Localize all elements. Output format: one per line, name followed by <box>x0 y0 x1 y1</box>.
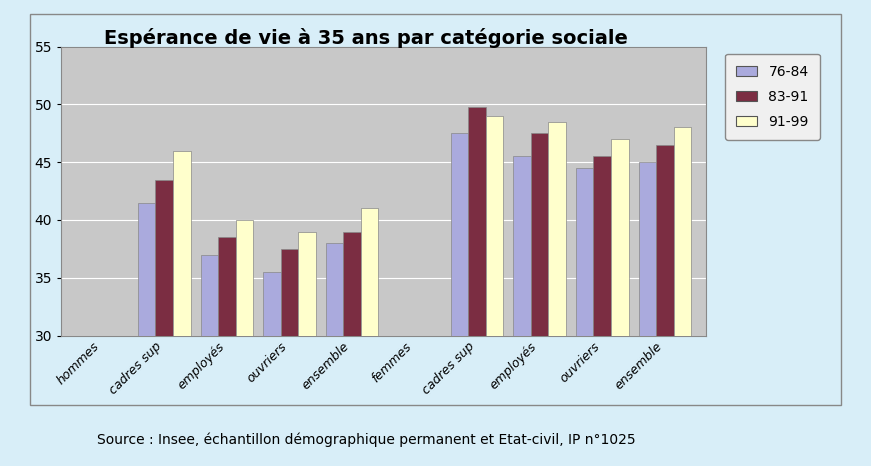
Bar <box>469 107 486 336</box>
Bar <box>280 249 298 336</box>
Bar <box>343 232 361 336</box>
Bar <box>451 133 469 336</box>
Bar <box>576 168 593 336</box>
Bar <box>549 122 566 336</box>
Bar <box>155 179 173 336</box>
Legend: 76-84, 83-91, 91-99: 76-84, 83-91, 91-99 <box>726 54 820 140</box>
Bar <box>200 254 218 336</box>
Bar <box>656 145 673 336</box>
Bar <box>531 133 549 336</box>
Bar <box>593 157 611 336</box>
Bar <box>138 203 155 336</box>
Bar <box>326 243 343 336</box>
Bar <box>513 157 531 336</box>
Bar <box>235 220 253 336</box>
Bar <box>263 272 280 336</box>
Bar <box>298 232 315 336</box>
Text: Espérance de vie à 35 ans par catégorie sociale: Espérance de vie à 35 ans par catégorie … <box>104 28 628 48</box>
Bar <box>486 116 503 336</box>
Bar <box>361 208 378 336</box>
Bar <box>611 139 629 336</box>
Bar <box>173 151 191 336</box>
Bar <box>673 128 691 336</box>
Bar <box>218 237 235 336</box>
Text: Source : Insee, échantillon démographique permanent et Etat-civil, IP n°1025: Source : Insee, échantillon démographiqu… <box>97 433 635 447</box>
Bar <box>638 162 656 336</box>
